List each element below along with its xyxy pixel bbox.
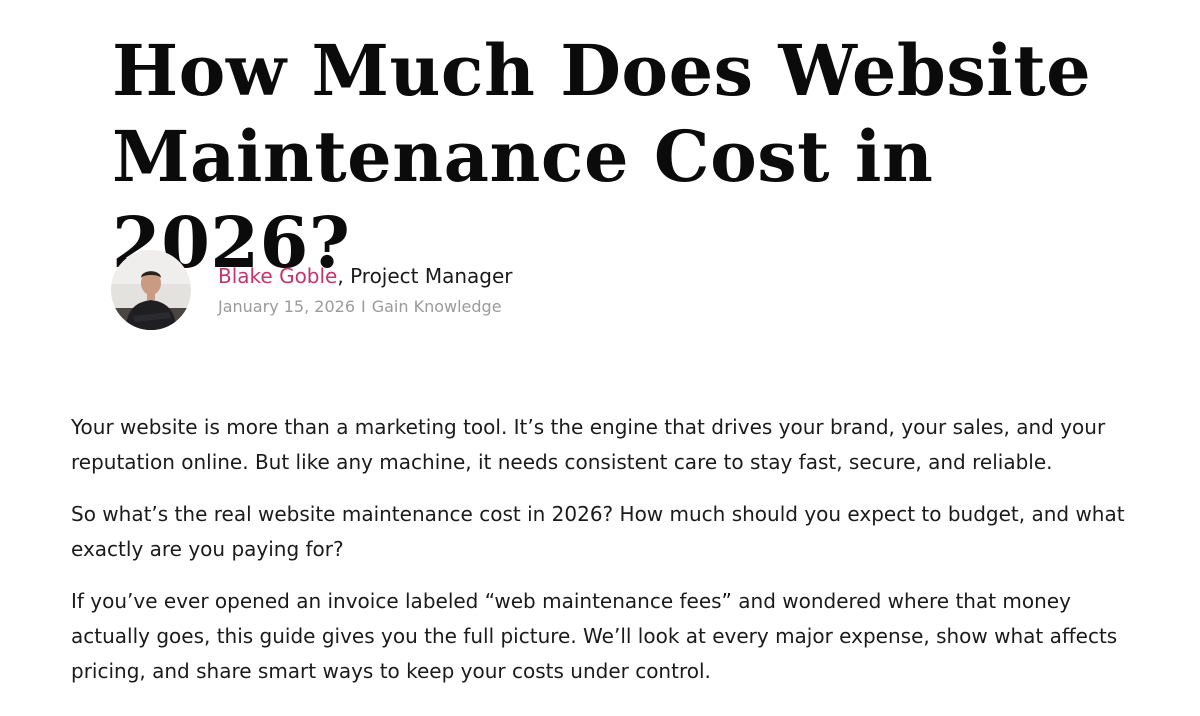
author-photo-icon: [111, 250, 191, 330]
author-separator: ,: [337, 264, 351, 288]
meta-separator: I: [361, 297, 366, 316]
author-name-link[interactable]: Blake Goble: [218, 264, 338, 288]
article-title: How Much Does Website Maintenance Cost i…: [112, 29, 1092, 284]
author-line: Blake Goble, Project Manager: [218, 261, 513, 291]
post-meta: January 15, 2026 I Gain Knowledge: [218, 295, 513, 319]
article-body: Your website is more than a marketing to…: [71, 410, 1131, 706]
post-category-link[interactable]: Gain Knowledge: [371, 297, 502, 316]
paragraph-intro: Your website is more than a marketing to…: [71, 415, 1106, 474]
byline: Blake Goble, Project Manager January 15,…: [111, 249, 513, 331]
paragraph-question: So what’s the real website maintenance c…: [71, 502, 1125, 561]
paragraph-guide: If you’ve ever opened an invoice labeled…: [71, 589, 1118, 683]
byline-text: Blake Goble, Project Manager January 15,…: [218, 261, 513, 319]
author-role: Project Manager: [350, 264, 513, 288]
author-avatar[interactable]: [111, 250, 191, 330]
post-date: January 15, 2026: [218, 297, 355, 316]
